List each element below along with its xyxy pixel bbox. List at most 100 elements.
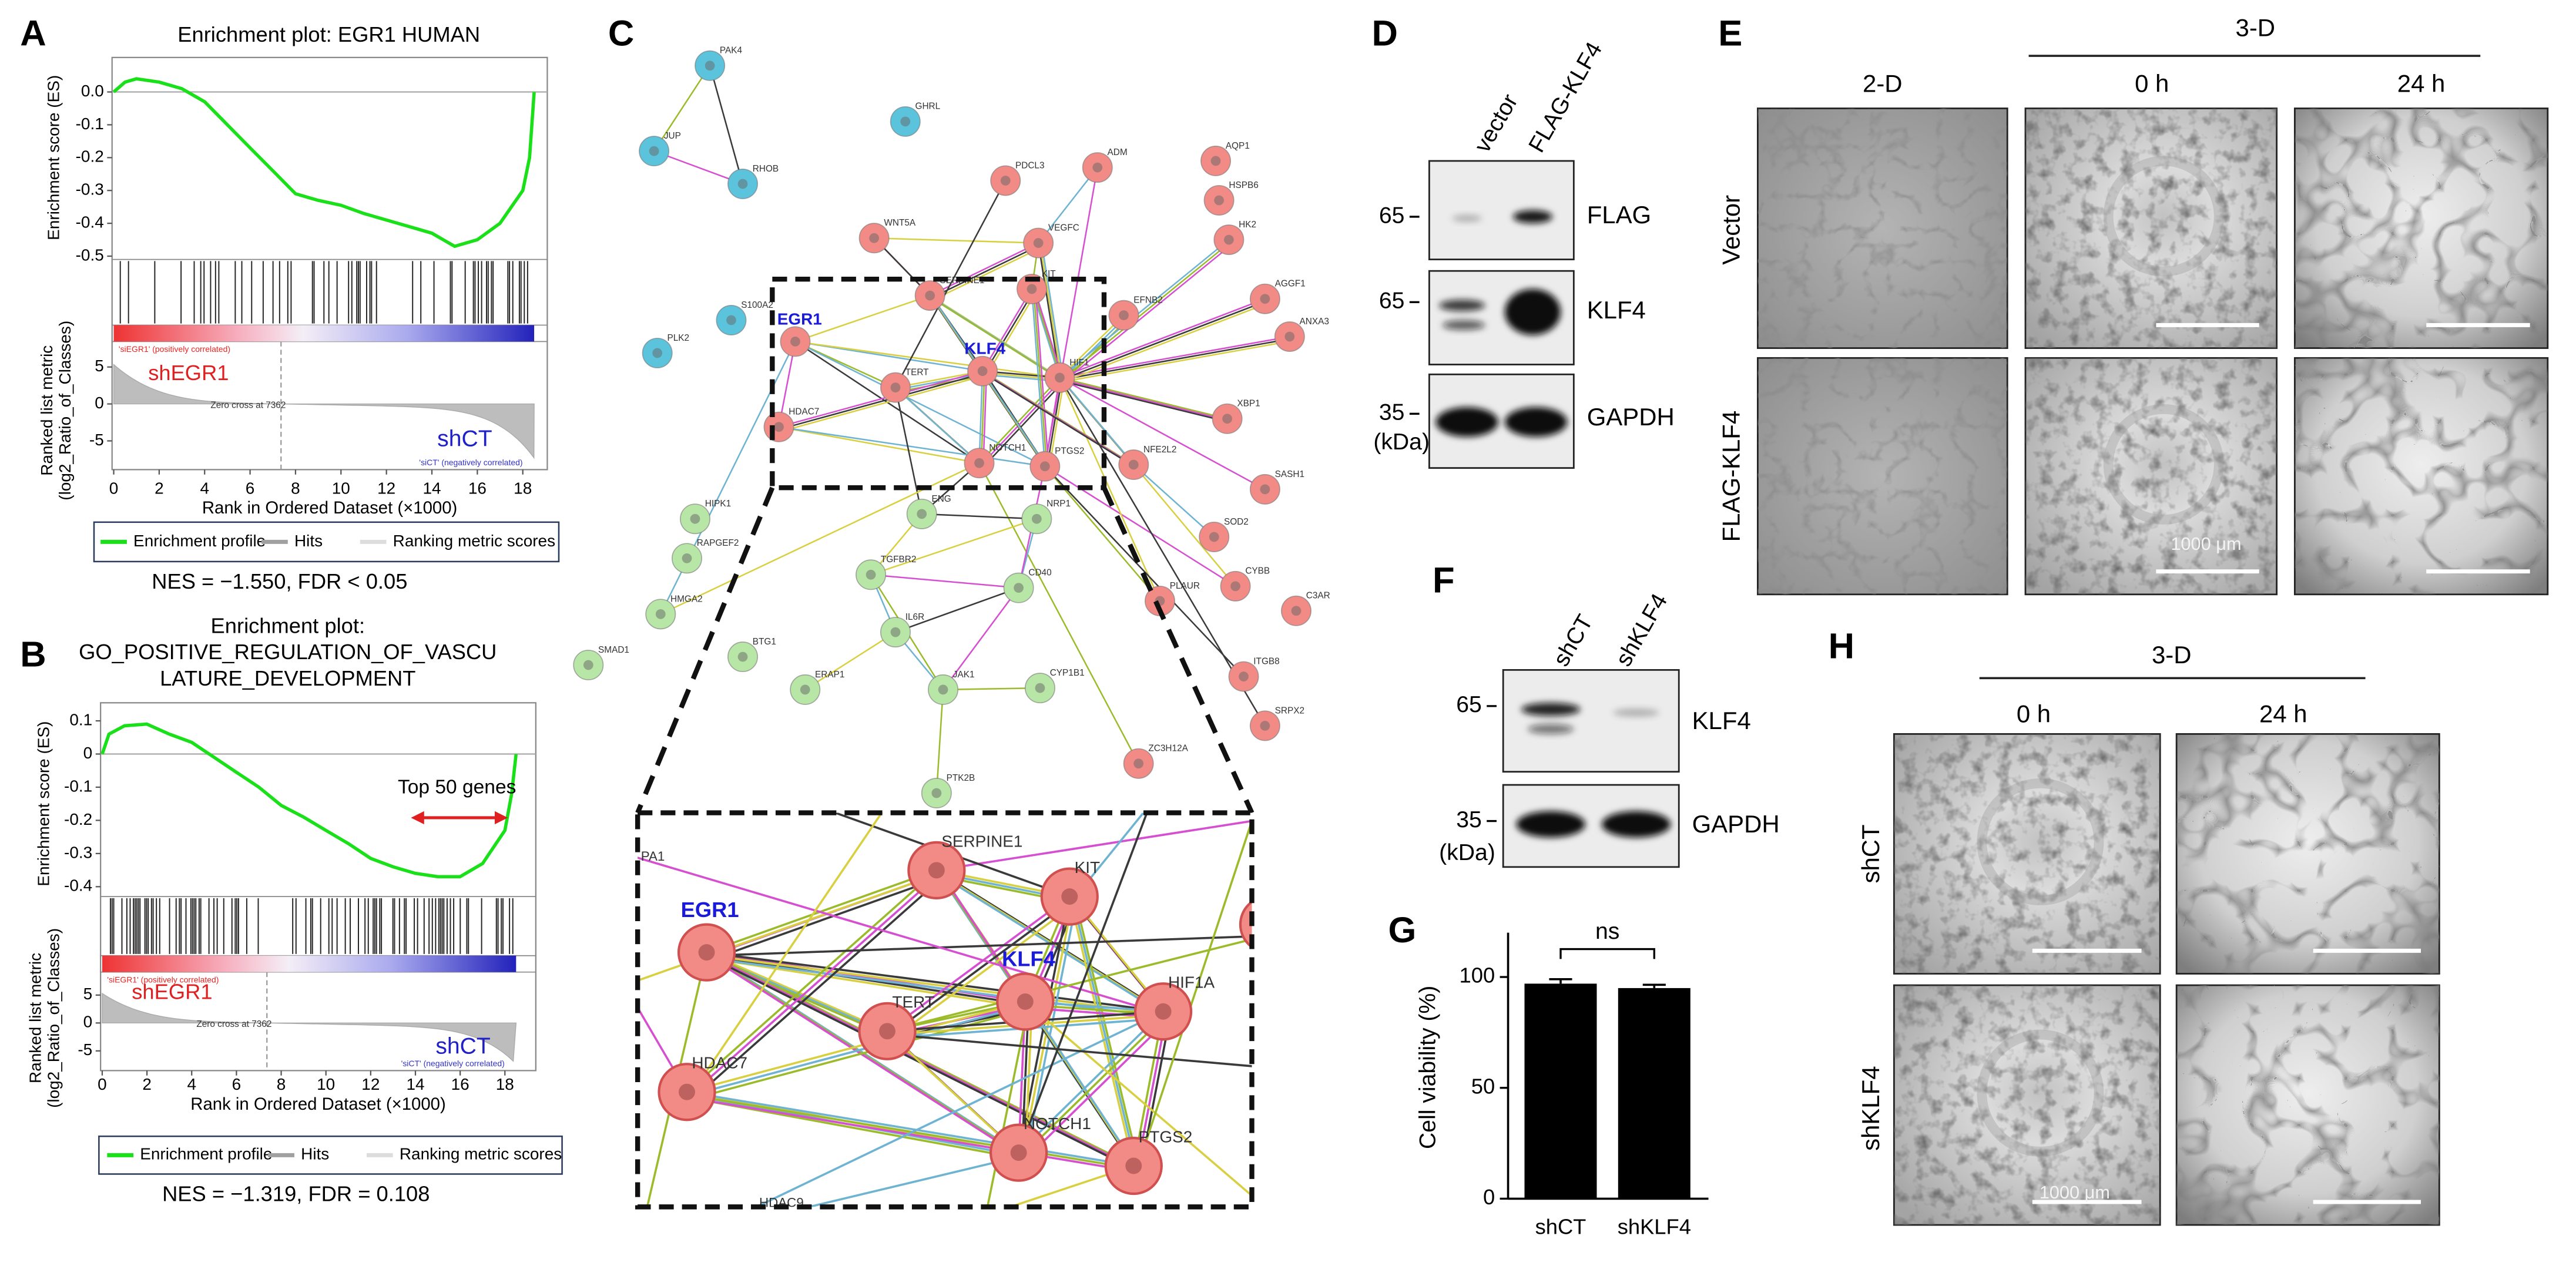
- node-label: PDCL3: [1015, 160, 1045, 170]
- y-tick-label: 0: [83, 744, 93, 762]
- node-label: PTGS2: [1055, 446, 1084, 456]
- x-tick-label: 6: [232, 1075, 242, 1093]
- zoom-line: [635, 486, 775, 814]
- x-tick-label: 16: [451, 1075, 469, 1093]
- node-label: HIF1A: [1168, 973, 1215, 992]
- spheroid-ring: [1977, 778, 2104, 906]
- panel-letter: F: [1433, 560, 1455, 601]
- network-edge: [1063, 381, 1232, 424]
- micrograph-texture: [2025, 358, 2277, 595]
- inset-edge: [638, 857, 1167, 1016]
- blot-membrane: [1502, 669, 1680, 773]
- node-structure: [705, 61, 715, 71]
- network-edge: [1061, 378, 1230, 422]
- node-label: HMGA2: [670, 594, 703, 604]
- node-label: ZC3H12A: [1148, 744, 1188, 754]
- node-label: PAK4: [720, 46, 743, 56]
- mw-marker: 65: [1379, 288, 1405, 314]
- mw-unit: (kDa): [1373, 429, 1430, 455]
- node-structure: [1222, 414, 1232, 424]
- legend-label: Enrichment profile: [140, 1145, 272, 1163]
- network-edge: [1059, 377, 1266, 727]
- node-structure: [583, 660, 593, 670]
- x-axis-label: Rank in Ordered Dataset (×1000): [202, 498, 457, 518]
- y-axis-label: Cell viability (%): [1416, 986, 1441, 1149]
- inset-edge: [1018, 1010, 1164, 1154]
- inset-edge: [1072, 899, 1138, 1170]
- inset-edge: [713, 958, 1032, 1009]
- y-axis-label: (log2_Ratio_of_Classes): [44, 928, 62, 1108]
- blot-band: [1504, 288, 1561, 335]
- inset-edge: [887, 938, 1252, 1033]
- panel-letter: D: [1372, 14, 1398, 54]
- node-structure: [1223, 234, 1234, 245]
- y-tick-label: -0.1: [64, 777, 92, 795]
- node-structure: [890, 382, 901, 393]
- panel-letter: G: [1388, 910, 1416, 951]
- inset-edge: [1068, 896, 1135, 1166]
- inset-edge: [710, 935, 1252, 957]
- column-label: 24 h: [2397, 69, 2446, 97]
- legend-label: Ranking metric scores: [400, 1145, 562, 1163]
- panel-letter: C: [608, 14, 634, 54]
- node-label: HDAC7: [692, 1054, 747, 1072]
- network-edge: [1044, 465, 1245, 677]
- x-tick-label: 10: [332, 479, 350, 497]
- zoom-line: [1102, 486, 1255, 814]
- micrograph-texture: [1757, 358, 2008, 595]
- node-label: HIPK1: [705, 499, 731, 509]
- blot-band: [1516, 811, 1585, 838]
- network-edge: [986, 374, 1138, 469]
- row-label: Vector: [1718, 195, 1745, 265]
- node-label: SOD2: [1224, 517, 1249, 527]
- column-label: 0 h: [2017, 700, 2051, 728]
- group-label: shCT: [437, 426, 492, 451]
- network-edge: [978, 371, 984, 464]
- node-label: KIT: [1075, 858, 1100, 877]
- x-tick-label: 12: [361, 1075, 380, 1093]
- node-structure: [1260, 294, 1270, 304]
- network-edge: [943, 687, 1040, 691]
- x-tick-label: 18: [496, 1075, 514, 1093]
- node-label: PLAUR: [1170, 581, 1200, 591]
- node-label: S100A2: [741, 300, 773, 310]
- stats-text: NES = −1.319, FDR = 0.108: [162, 1181, 430, 1205]
- blot-band: [1435, 407, 1498, 437]
- network-edge: [1059, 298, 1266, 379]
- row-label: shKLF4: [1857, 1066, 1884, 1150]
- network-edge: [709, 65, 744, 184]
- inset-edge: [754, 1010, 1164, 1207]
- mw-marker: 65: [1456, 692, 1482, 717]
- metric-tick-label: 0: [95, 394, 104, 412]
- node-label: SASH1: [1275, 469, 1304, 479]
- node-structure: [1260, 721, 1270, 731]
- legend-box: [98, 1135, 563, 1175]
- node-structure: [879, 1023, 895, 1040]
- node-label: SRPX2: [1275, 706, 1304, 716]
- node-structure: [1010, 1144, 1027, 1161]
- x-tick-label: 16: [468, 479, 487, 497]
- node-structure: [1031, 513, 1042, 524]
- x-tick-label: 14: [406, 1075, 424, 1093]
- inset-edge: [706, 951, 1135, 1167]
- micrograph-texture: [1894, 734, 2161, 974]
- node-structure: [1209, 532, 1219, 542]
- scale-label: 1000 μm: [2040, 1182, 2110, 1203]
- pos-label: 'siEGR1' (positively correlated): [119, 344, 230, 354]
- network-edge: [795, 341, 1060, 379]
- panel-letter: H: [1829, 626, 1854, 666]
- network-edge: [982, 288, 1033, 372]
- network-edge: [894, 180, 1007, 388]
- inset-edge: [709, 955, 1138, 1170]
- node-label: WNT5A: [884, 218, 916, 228]
- zoom-box: [770, 276, 1107, 491]
- node-label: JAK1: [953, 670, 975, 680]
- node-label: HIF1: [1069, 358, 1089, 368]
- inset-edge: [706, 951, 1163, 1013]
- y-tick-label: 0.1: [69, 710, 92, 728]
- inset-edge: [689, 872, 941, 1096]
- y-tick-label: -0.3: [64, 843, 92, 861]
- node-label: NOTCH1: [989, 443, 1026, 453]
- network-edge: [933, 246, 1043, 300]
- node-structure: [1027, 284, 1037, 294]
